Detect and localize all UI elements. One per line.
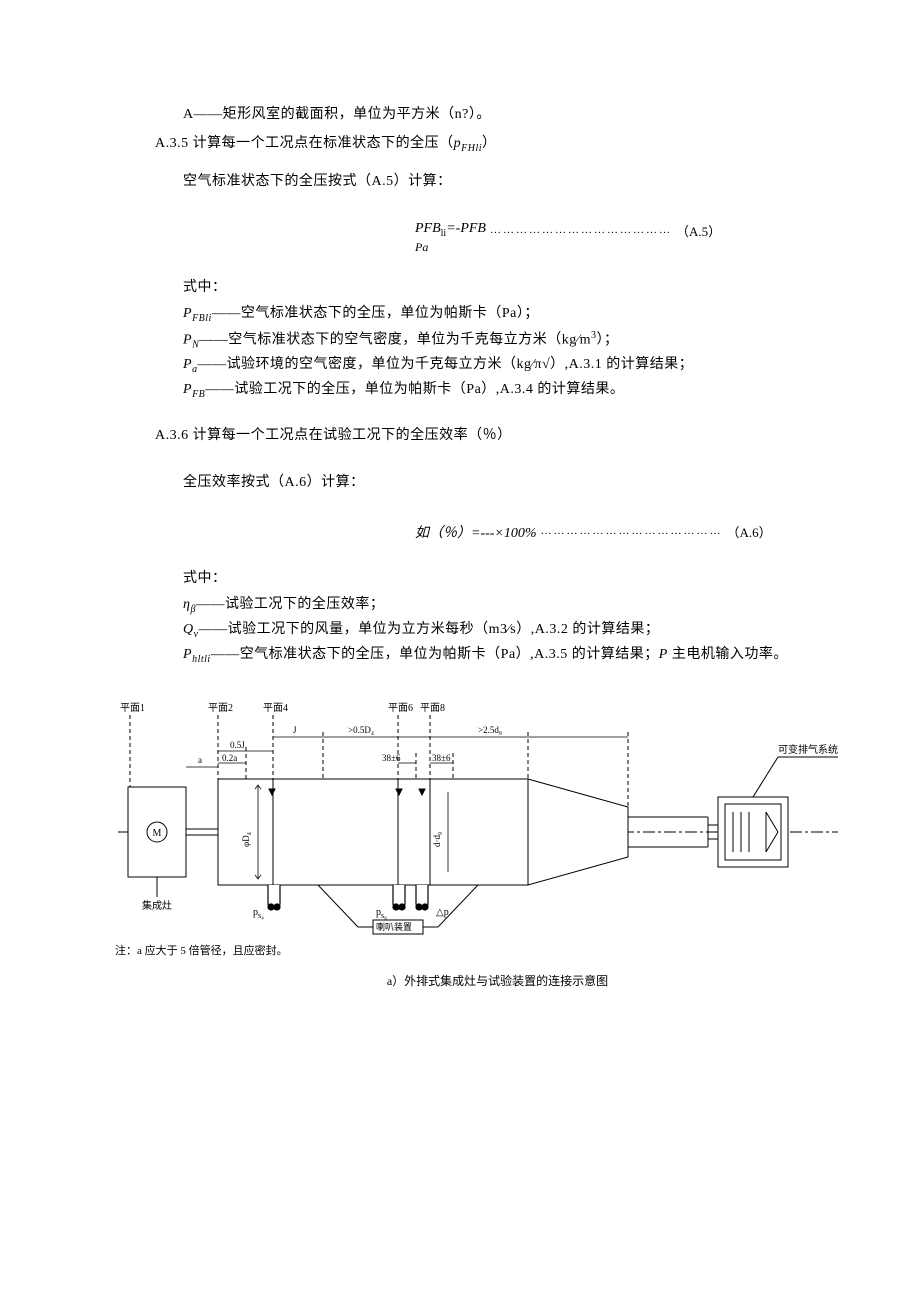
formula-A5-below: Pa — [155, 240, 840, 255]
a35-sub: FHli — [461, 143, 482, 154]
shizhong1: 式中： — [155, 273, 840, 302]
lbl-38-2: 38±6 — [432, 753, 451, 763]
figure-caption: a）外排式集成灶与试验装置的连接示意图 — [155, 972, 840, 989]
formula-A6-dots: …………………………………… — [541, 522, 723, 537]
diagram-svg: M — [118, 677, 838, 937]
lbl-38-1: 38±6 — [382, 753, 401, 763]
formula-A6-expr: 如（％）=---×100% — [415, 522, 537, 542]
lbl-bottom: 喇叭装置 — [376, 921, 412, 932]
def-Qv: Qv——试验工况下的风量，单位为立方米每秒（m3⁄s）,A.3.2 的计算结果； — [155, 618, 840, 643]
lbl-25d8: >2.5d₈ — [478, 725, 502, 735]
text-A36: A.3.6 计算每一个工况点在试验工况下的全压效率（％） — [155, 421, 840, 450]
lbl-02a: 0.2a — [222, 753, 237, 763]
lbl-plane8: 平面8 — [420, 703, 445, 714]
motor-label: M — [152, 828, 161, 839]
lbl-05D4: >0.5D₄ — [348, 725, 374, 735]
def-Pa: Pa——试验环境的空气密度，单位为千克每立方米（kg⁄π√）,A.3.1 的计算… — [155, 353, 840, 378]
figure-note: 注：a 应大于 5 倍管径，且应密封。 — [115, 942, 840, 958]
formula-A6-num: （A.6） — [727, 522, 772, 541]
formula-A5: PFBli=-PFB …………………………………… （A.5） — [155, 221, 840, 240]
a35-prefix: A.3.5 计算每一个工况点在标准状态下的全压（ — [155, 136, 454, 151]
text-A35: A.3.5 计算每一个工况点在标准状态下的全压（pFHli） — [155, 129, 840, 159]
formula-A5-expr: PFBli=-PFB — [415, 221, 486, 239]
formula-A5-dots: …………………………………… — [490, 221, 672, 236]
lbl-ps8: ps₈ — [376, 907, 387, 920]
text-A: A——矩形风室的截面积，单位为平方米（n?）。 — [155, 100, 840, 129]
lbl-plane1: 平面1 — [120, 703, 145, 714]
lbl-ps4: ps₄ — [253, 907, 264, 920]
lbl-phiD4: φD₄ — [241, 833, 251, 848]
a35-post: ） — [482, 136, 497, 151]
a35-symbol: p — [454, 136, 462, 151]
def-PN: PN——空气标准状态下的空气密度，单位为千克每立方米（kg⁄m3）； — [155, 327, 840, 353]
text-std-desc: 空气标准状态下的全压按式（A.5）计算： — [155, 167, 840, 196]
def-PFBli: PFBli——空气标准状态下的全压，单位为帕斯卡（Pa）； — [155, 302, 840, 327]
def-PFB: PFB——试验工况下的全压，单位为帕斯卡（Pa）,A.3.4 的计算结果。 — [155, 378, 840, 403]
lbl-jichengzao: 集成灶 — [142, 899, 172, 912]
shizhong2: 式中： — [155, 564, 840, 593]
lbl-plane4: 平面4 — [263, 703, 288, 714]
lbl-05J: 0.5J — [230, 740, 245, 750]
def-Phltli: Phltli——空气标准状态下的全压，单位为帕斯卡（Pa）,A.3.5 的计算结… — [155, 643, 840, 668]
lbl-right-box: 可变排气系统 — [778, 743, 838, 756]
lbl-J: J — [293, 725, 297, 735]
figure-A: M — [115, 677, 840, 937]
formula-A6: 如（％）=---×100% …………………………………… （A.6） — [155, 522, 840, 542]
formula-A5-num: （A.5） — [676, 221, 721, 240]
lbl-dp: △p — [436, 907, 449, 918]
page: A——矩形风室的截面积，单位为平方米（n?）。 A.3.5 计算每一个工况点在标… — [0, 0, 920, 1049]
lbl-a: a — [198, 755, 202, 765]
def-eta: ηβ——试验工况下的全压效率； — [155, 593, 840, 618]
lbl-dd8: d·d₈ — [432, 832, 442, 847]
lbl-plane6: 平面6 — [388, 703, 413, 714]
text-eff-desc: 全压效率按式（A.6）计算： — [155, 468, 840, 497]
lbl-plane2: 平面2 — [208, 703, 233, 714]
